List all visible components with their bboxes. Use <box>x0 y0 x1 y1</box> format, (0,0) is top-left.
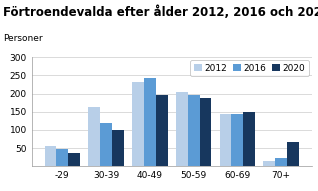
Text: Förtroendevalda efter ålder 2012, 2016 och 2020: Förtroendevalda efter ålder 2012, 2016 o… <box>3 6 318 19</box>
Bar <box>188 95 199 166</box>
Bar <box>243 112 255 166</box>
Bar <box>144 78 156 166</box>
Bar <box>275 158 287 166</box>
Legend: 2012, 2016, 2020: 2012, 2016, 2020 <box>190 60 309 76</box>
Bar <box>220 114 232 166</box>
Bar <box>88 107 100 166</box>
Text: Personer: Personer <box>3 34 43 43</box>
Bar <box>68 153 80 166</box>
Bar <box>263 161 275 166</box>
Bar <box>132 82 144 166</box>
Bar <box>56 149 68 166</box>
Bar <box>199 98 211 166</box>
Bar <box>232 114 243 166</box>
Bar <box>100 123 112 166</box>
Bar <box>156 95 168 166</box>
Bar <box>45 146 56 166</box>
Bar <box>112 130 124 166</box>
Bar <box>287 142 299 166</box>
Bar <box>176 92 188 166</box>
